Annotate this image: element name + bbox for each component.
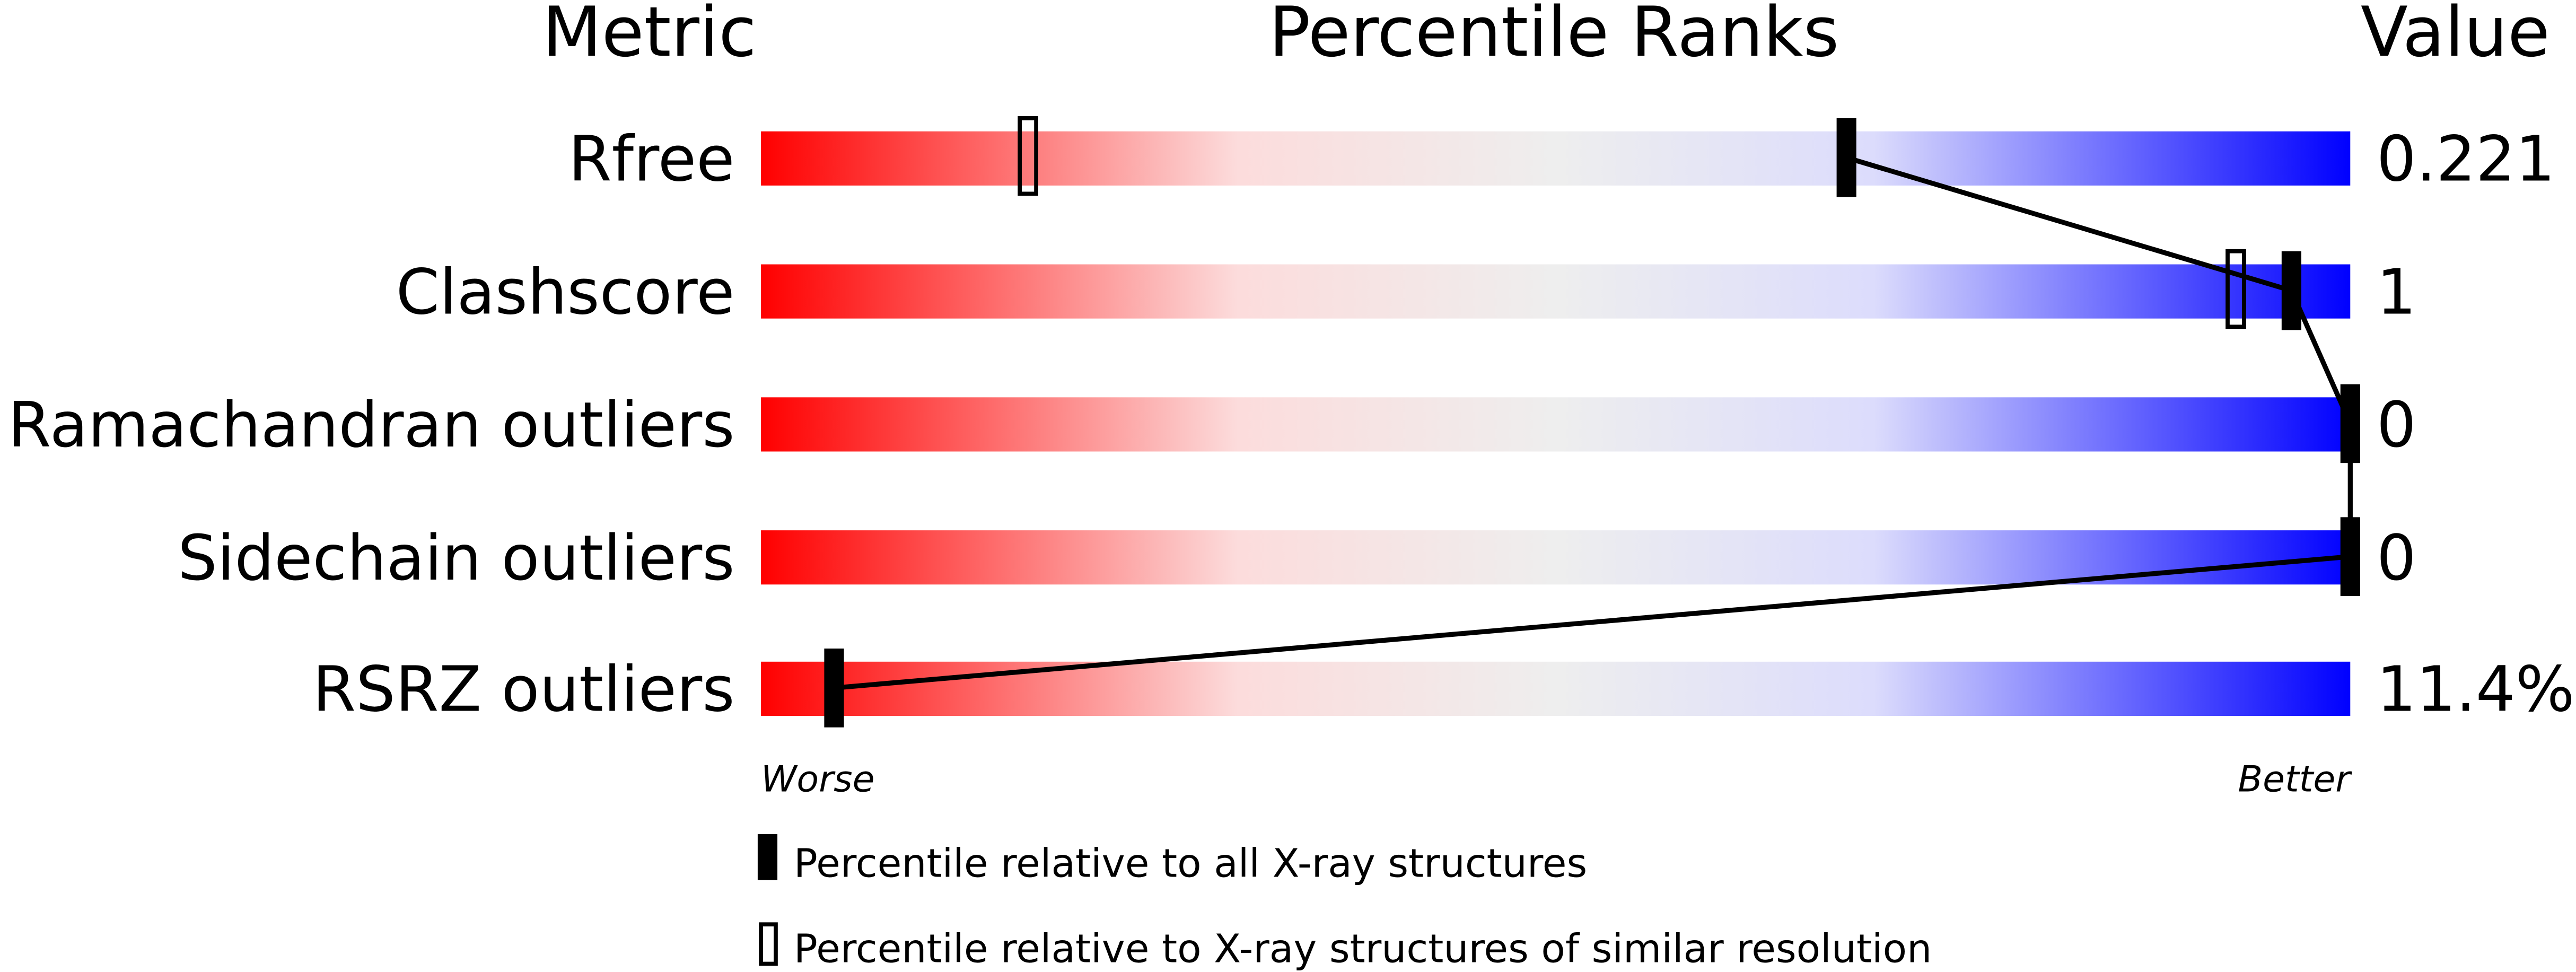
metric-label: Sidechain outliers [178, 522, 734, 594]
metric-label: Ramachandran outliers [8, 389, 735, 461]
all-structures-marker [2281, 251, 2301, 330]
percentile-bar [761, 131, 2351, 186]
metric-label: RSRZ outliers [312, 653, 734, 726]
percentile-bar [761, 530, 2351, 585]
header-percentile-ranks: Percentile Ranks [1269, 0, 1839, 72]
metric-value: 0 [2377, 389, 2416, 461]
percentile-bar [761, 264, 2351, 319]
all-structures-marker [1836, 118, 1856, 197]
legend-filled-marker-icon [757, 834, 778, 880]
legend-label-all: Percentile relative to all X-ray structu… [794, 840, 1587, 886]
legend-label-similar: Percentile relative to X-ray structures … [794, 925, 1932, 971]
metric-label: Clashscore [396, 256, 735, 328]
better-label: Better [2238, 758, 2352, 800]
header-metric: Metric [542, 0, 756, 72]
metric-value: 1 [2377, 256, 2416, 328]
percentile-bar [761, 397, 2351, 452]
similar-resolution-marker [2225, 249, 2246, 329]
all-structures-marker [2340, 517, 2360, 596]
legend-open-marker-icon [759, 922, 778, 966]
all-structures-marker [2340, 384, 2360, 463]
similar-resolution-marker [1018, 116, 1038, 196]
metric-value: 0.221 [2377, 123, 2555, 196]
percentile-bar [761, 661, 2351, 716]
all-structures-marker [824, 649, 844, 728]
metric-value: 0 [2377, 522, 2416, 594]
metric-label: Rfree [568, 123, 735, 196]
header-value: Value [2361, 0, 2550, 72]
metric-value: 11.4% [2377, 653, 2575, 726]
worse-label: Worse [761, 758, 874, 800]
